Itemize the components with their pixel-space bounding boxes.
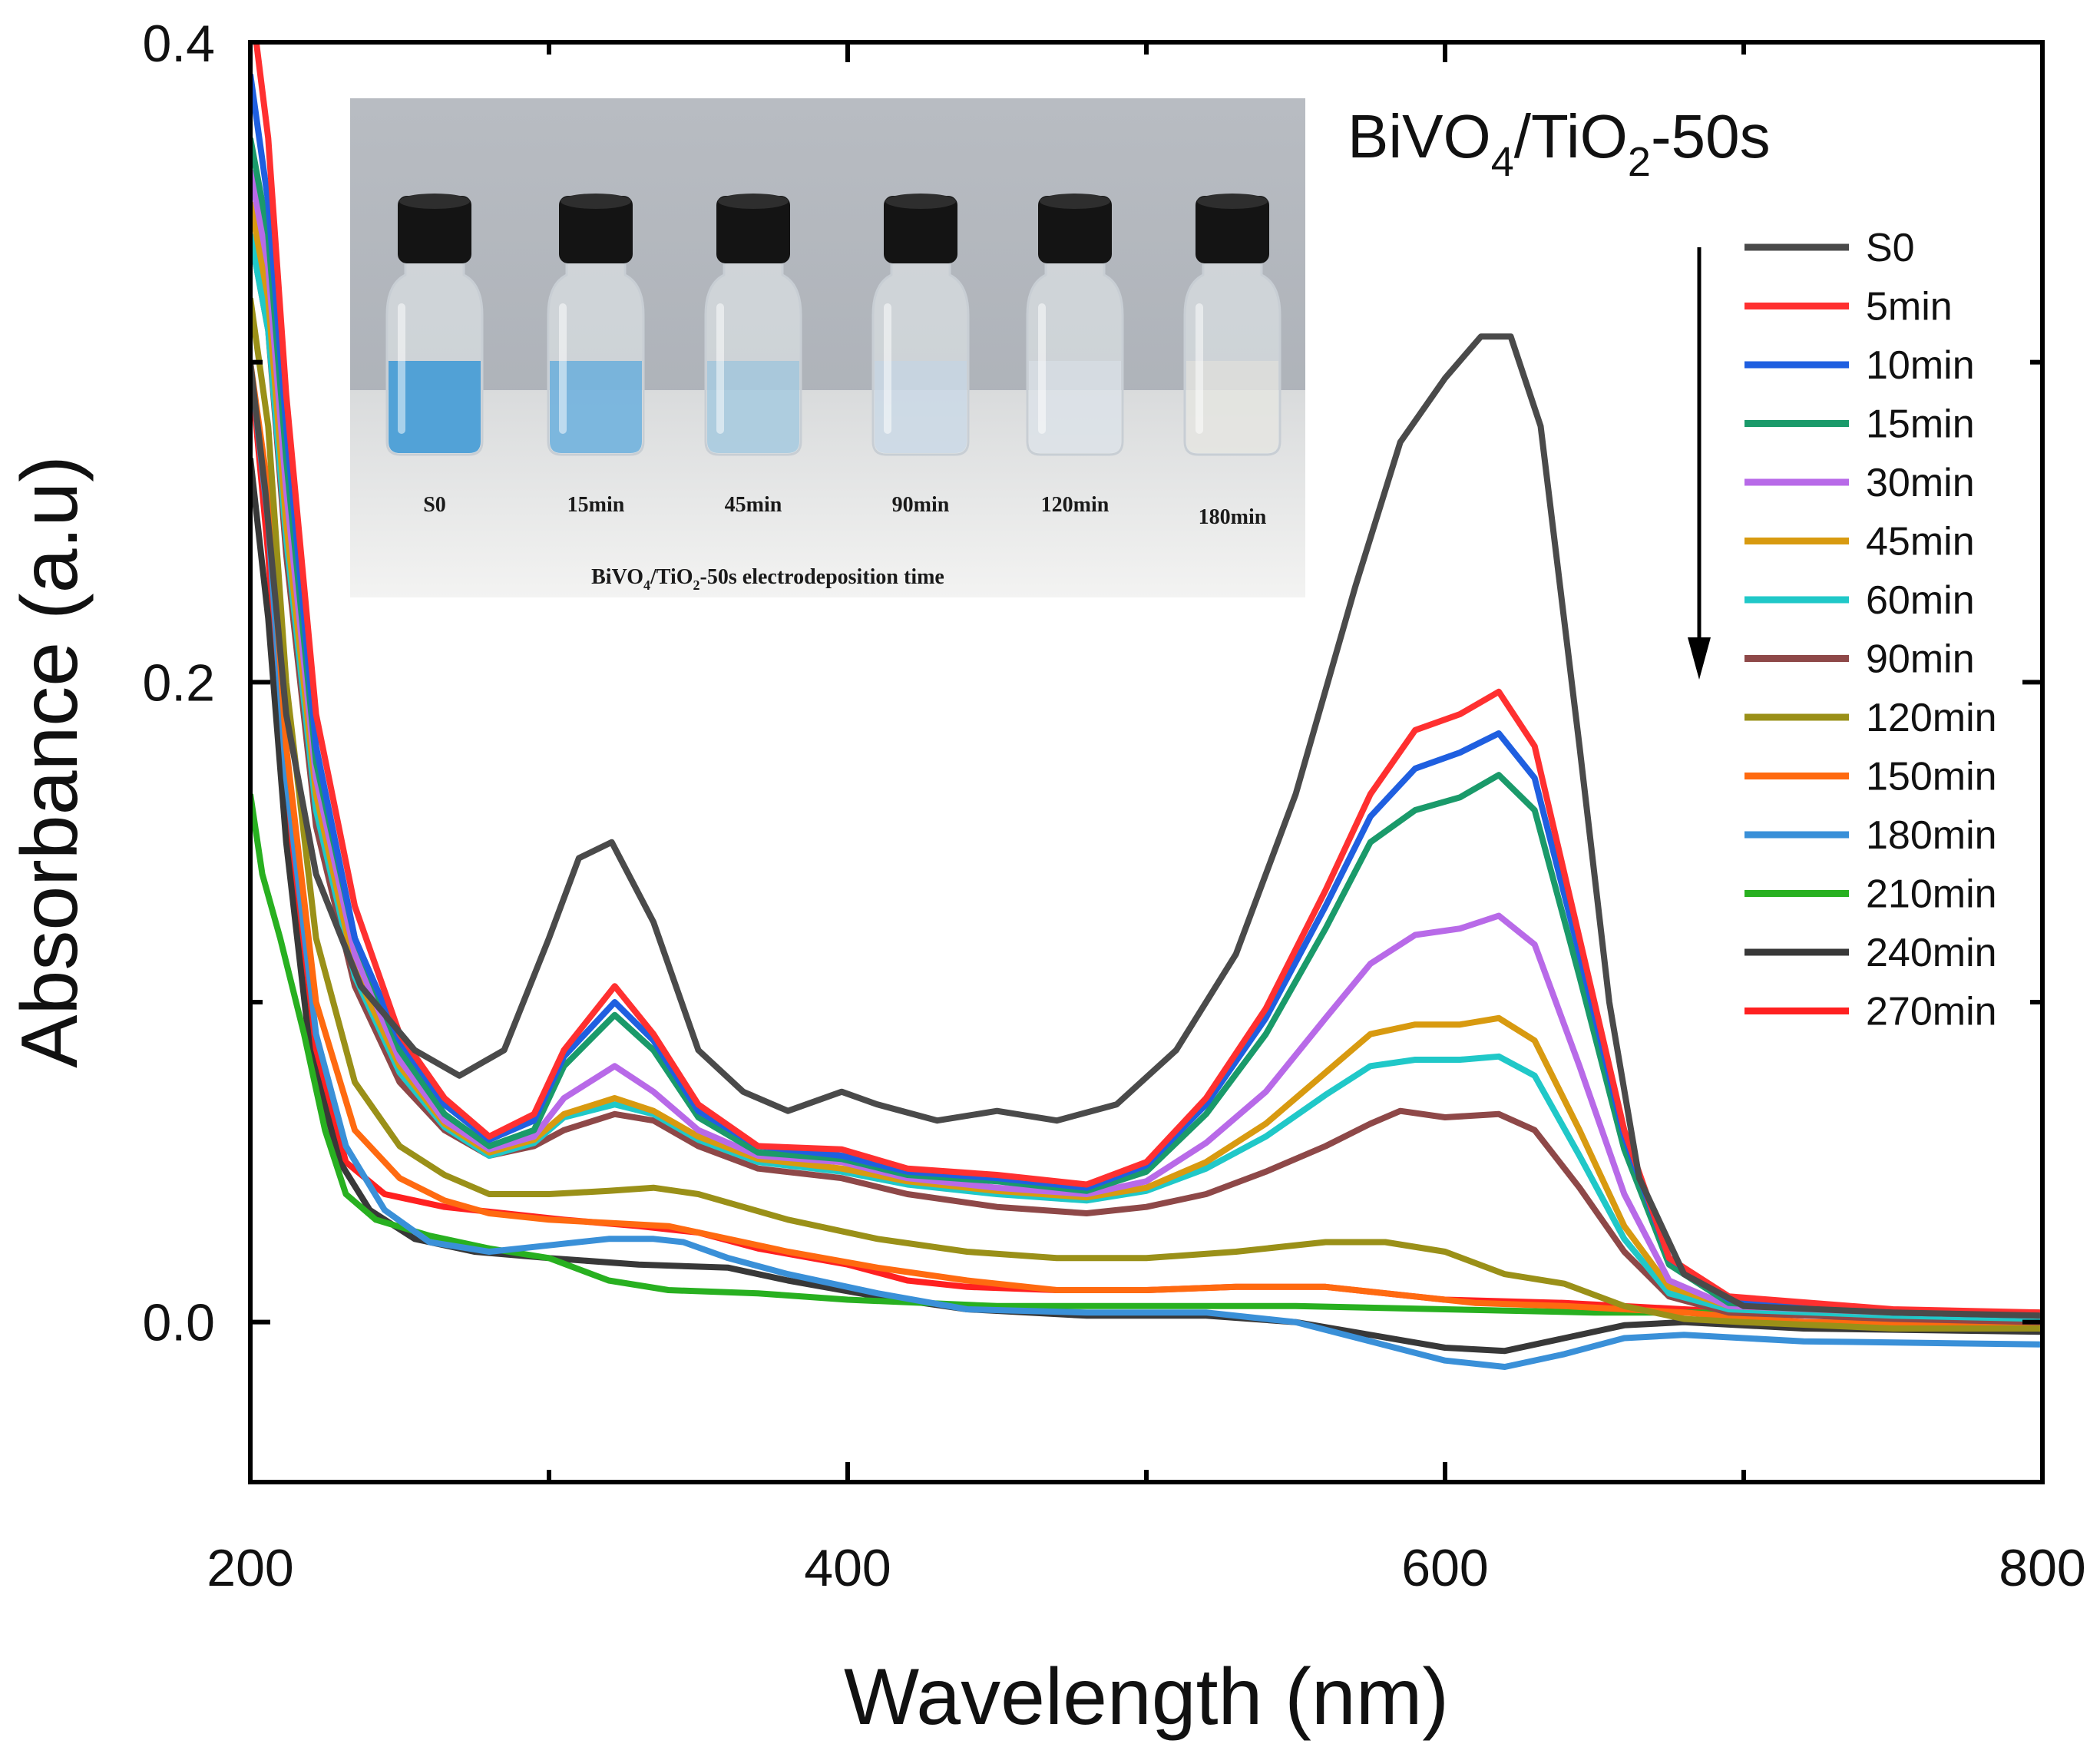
legend-label-5min: 5min: [1866, 285, 1953, 329]
vial-label: 15min: [567, 493, 625, 517]
legend-label-10min: 10min: [1866, 343, 1975, 388]
series-line-180min: [250, 362, 2042, 1370]
series-line-210min: [250, 793, 2042, 1316]
vial-cap: [884, 196, 957, 263]
legend-label-210min: 210min: [1866, 872, 1997, 917]
vial-s0: S0: [385, 194, 484, 517]
series-line-90min: [250, 233, 2042, 1325]
vial-highlight: [559, 303, 567, 434]
series-line-15min: [250, 137, 2042, 1319]
vial-label: 45min: [725, 493, 782, 517]
vial-90min: 90min: [871, 194, 970, 517]
series-line-60min: [250, 233, 2042, 1322]
vial-120min: 120min: [1026, 194, 1124, 517]
legend-label-15min: 15min: [1866, 402, 1975, 447]
vial-label: S0: [423, 493, 446, 517]
legend-label-150min: 150min: [1866, 755, 1997, 799]
vial-cap-top: [1040, 194, 1110, 209]
vial-cap-top: [885, 194, 956, 209]
legend-label-120min: 120min: [1866, 696, 1997, 740]
vial-liquid: [875, 361, 967, 453]
legend-label-240min: 240min: [1866, 931, 1997, 975]
vial-cap: [716, 196, 790, 263]
legend-label-30min: 30min: [1866, 461, 1975, 505]
vial-liquid: [389, 361, 481, 453]
y-tick-label: 0.2: [142, 653, 215, 712]
vial-highlight: [716, 303, 724, 434]
vial-liquid: [1029, 361, 1121, 453]
vial-highlight: [398, 303, 405, 434]
x-axis-title: Wavelength (nm): [844, 1653, 1449, 1742]
vial-liquid: [550, 361, 642, 453]
x-tick-label: 800: [1999, 1539, 2085, 1597]
y-axis-title: Absorbance (a.u): [5, 455, 94, 1068]
x-tick-label: 200: [207, 1539, 293, 1597]
legend-label-s0: S0: [1866, 226, 1915, 270]
y-tick-label: 0.0: [142, 1294, 215, 1352]
series-line-10min: [250, 74, 2042, 1319]
inset-caption: BiVO4/TiO2-50s electrodeposition time: [591, 565, 944, 593]
vial-liquid: [707, 361, 799, 453]
vial-cap-top: [1197, 194, 1268, 209]
vial-highlight: [884, 303, 891, 434]
series-line-s0: [250, 333, 2042, 1319]
inset-photo: S0 15min 45min 90min 120min 180min BiVO4/TiO2…: [350, 98, 1305, 597]
x-tick-label: 400: [804, 1539, 891, 1597]
vial-cap-top: [718, 194, 789, 209]
x-tick-label: 600: [1401, 1539, 1488, 1597]
legend-label-90min: 90min: [1866, 637, 1975, 682]
vial-45min: 45min: [704, 194, 802, 517]
y-tick-label: 0.4: [142, 15, 215, 73]
series-layer: [250, 42, 2042, 1370]
vial-row: S0 15min 45min 90min 120min 180min: [385, 194, 1281, 529]
vial-liquid: [1186, 361, 1278, 453]
series-line-30min: [250, 169, 2042, 1319]
series-line-120min: [250, 297, 2042, 1332]
trend-arrow: [1688, 247, 1711, 680]
axis-ticks: 200 400 600 800 0.0 0.2 0.4: [142, 15, 2085, 1597]
series-line-5min: [253, 42, 2042, 1316]
legend-label-180min: 180min: [1866, 813, 1997, 858]
vial-15min: 15min: [547, 194, 645, 517]
sample-title: BiVO4/TiO2-50s: [1348, 102, 1771, 185]
vial-cap: [1038, 196, 1112, 263]
legend: S0 5min 10min 15min 30min 45min 60min 90min 120m…: [1744, 226, 1997, 1034]
vial-cap-top: [561, 194, 631, 209]
vial-cap: [398, 196, 471, 263]
legend-label-270min: 270min: [1866, 990, 1997, 1034]
vial-highlight: [1038, 303, 1046, 434]
vial-label: 120min: [1041, 493, 1110, 517]
legend-label-60min: 60min: [1866, 578, 1975, 623]
vial-cap-top: [399, 194, 470, 209]
series-line-240min: [250, 458, 2042, 1355]
vial-cap: [1196, 196, 1269, 263]
vial-180min: 180min: [1183, 194, 1281, 529]
series-line-45min: [250, 201, 2042, 1319]
vial-label: 90min: [892, 493, 950, 517]
legend-label-45min: 45min: [1866, 520, 1975, 564]
vial-highlight: [1196, 303, 1203, 434]
series-line-150min: [250, 362, 2042, 1329]
vial-label: 180min: [1199, 505, 1267, 529]
vial-cap: [559, 196, 633, 263]
